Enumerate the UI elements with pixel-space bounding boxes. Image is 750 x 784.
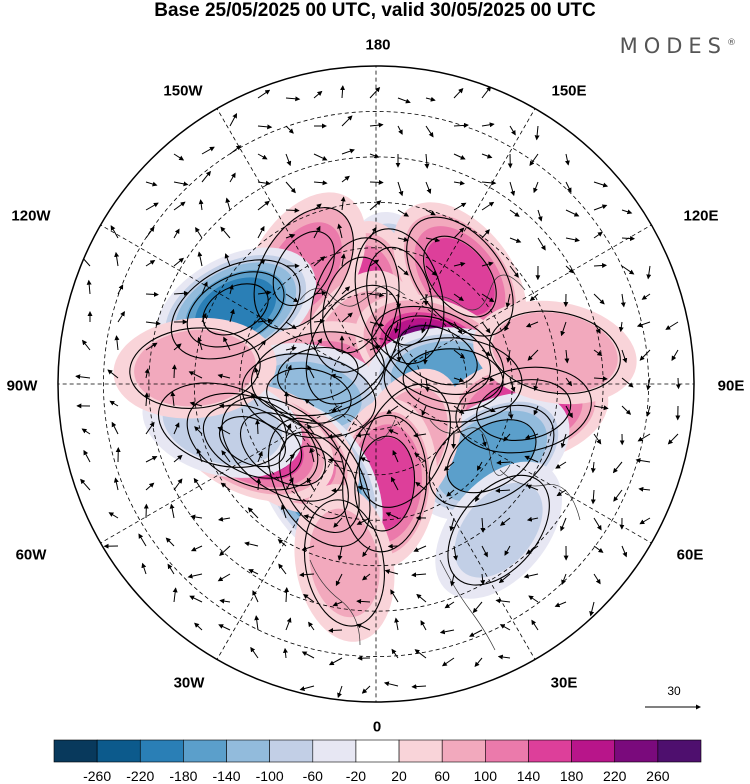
colorbar-tick: -100 [256,768,284,784]
colorbar-swatch [313,740,356,762]
wind-arrow [174,365,175,378]
wind-arrow [332,490,342,491]
lon-label-150e: 150E [551,83,586,100]
lon-label-60w: 60W [16,547,47,564]
wind-arrow [146,294,158,295]
colorbar-tick: 60 [434,768,450,784]
colorbar-swatch [572,740,615,762]
colorbar-tick: 260 [646,768,669,784]
colorbar-swatch [442,740,485,762]
lon-label-90w: 90W [7,378,38,395]
colorbar-tick: 140 [517,768,540,784]
lon-label-120w: 120W [11,208,50,225]
colorbar-swatch [227,740,270,762]
colorbar-tick: -260 [83,768,111,784]
colorbar-swatch [399,740,442,762]
lon-label-30e: 30E [551,675,578,692]
colorbar [54,740,701,762]
colorbar-swatch [615,740,658,762]
colorbar-swatch [356,740,399,762]
wind-arrow [678,378,679,388]
colorbar-tick-labels: -260 -220 -180 -140 -100 -60 -20 20 60 100 140 180 2… [0,768,750,784]
colorbar-swatch [183,740,226,762]
lon-label-30w: 30W [174,675,205,692]
colorbar-swatch [97,740,140,762]
colorbar-tick: 20 [391,768,407,784]
colorbar-tick: -140 [213,768,241,784]
reference-vector-label: 30 [667,684,680,698]
lon-label-0: 0 [373,719,381,736]
colorbar-tick: 220 [603,768,626,784]
colorbar-swatch [140,740,183,762]
colorbar-tick: -60 [303,768,323,784]
lon-label-180: 180 [365,37,390,54]
colorbar-swatch [528,740,571,762]
lon-label-90e: 90E [718,378,745,395]
colorbar-tick: 180 [560,768,583,784]
colorbar-tick: -220 [126,768,154,784]
colorbar-swatch [54,740,97,762]
lon-label-120e: 120E [683,208,718,225]
colorbar-swatch [270,740,313,762]
wind-arrow [286,392,287,406]
wind-arrow [286,210,299,211]
colorbar-tick: -180 [169,768,197,784]
colorbar-swatch [485,740,528,762]
colorbar-tick: 100 [474,768,497,784]
wind-arrow [370,182,383,183]
wind-arrow [453,434,454,448]
colorbar-swatch [658,740,701,762]
colorbar-tick: -20 [346,768,366,784]
map-disc [58,66,694,702]
wind-arrow [329,630,342,631]
lon-label-150w: 150W [163,83,202,100]
wind-arrow [622,238,634,239]
wind-arrow [257,420,258,434]
lon-label-60e: 60E [677,547,704,564]
